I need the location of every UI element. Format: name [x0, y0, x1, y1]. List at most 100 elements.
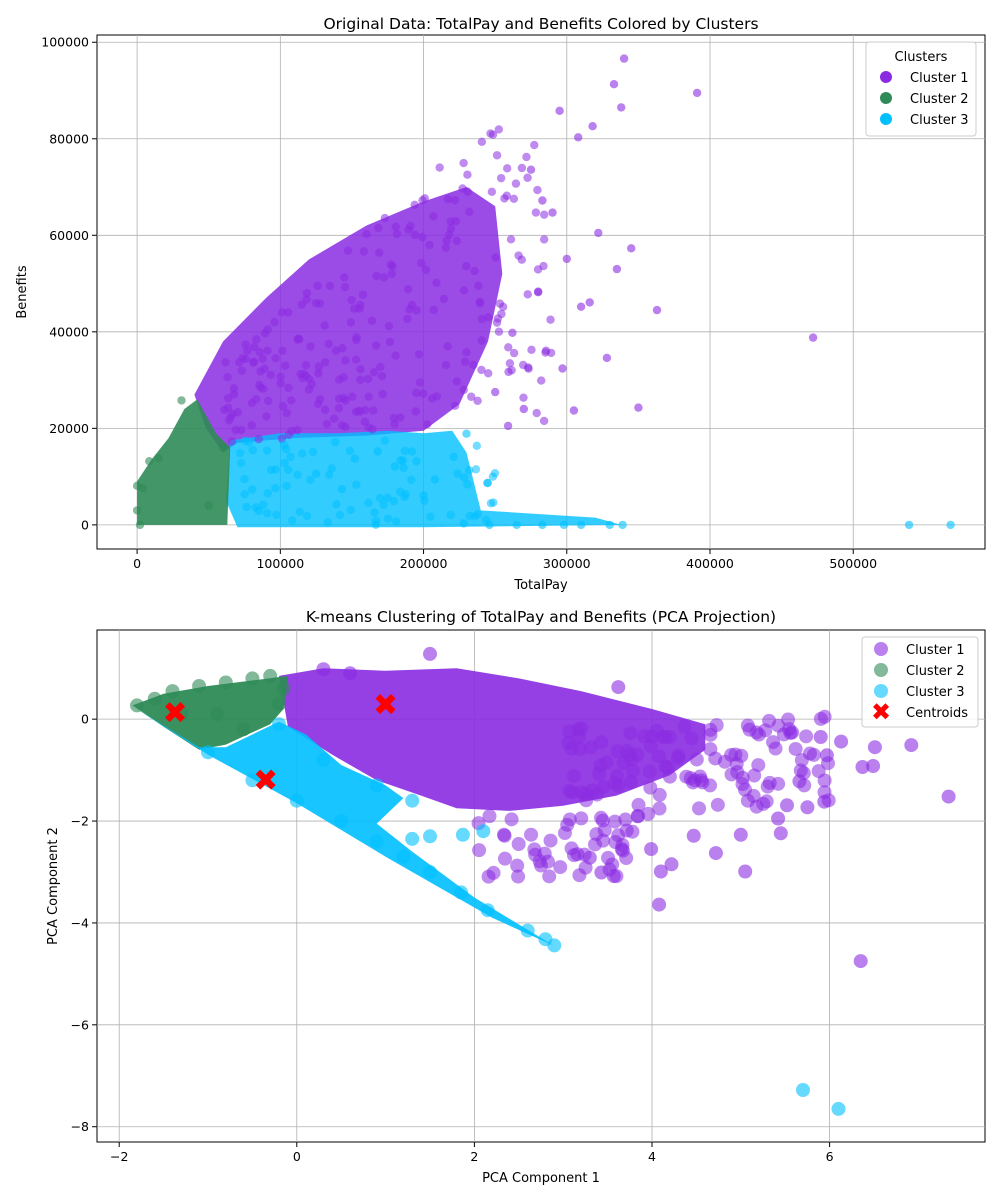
point-cluster-3	[485, 520, 494, 530]
texture-point-cluster-1-pca	[623, 775, 638, 790]
texture-point-cluster-1	[338, 344, 347, 353]
point-cluster-2-pca	[245, 671, 260, 686]
texture-point-cluster-1	[475, 299, 485, 308]
point-cluster-1	[491, 387, 500, 397]
texture-point-cluster-1	[523, 290, 532, 299]
point-cluster-1-pca	[904, 738, 919, 753]
texture-point-cluster-1	[356, 375, 365, 384]
texture-point-cluster-1	[461, 357, 470, 367]
point-cluster-1-pca	[316, 662, 331, 677]
texture-point-cluster-1	[284, 430, 293, 439]
texture-point-cluster-1	[458, 184, 467, 193]
legend-label-cluster-1: Cluster 1	[910, 71, 969, 86]
x-tick-label: 2	[470, 1149, 478, 1164]
texture-point-cluster-3	[280, 440, 289, 450]
scatter-points-1	[132, 54, 955, 530]
point-cluster-1	[617, 103, 626, 112]
point-cluster-1-pca	[773, 826, 788, 841]
point-cluster-1	[548, 208, 557, 217]
point-cluster-1-pca	[644, 842, 659, 857]
y-tick-label: −4	[71, 915, 89, 930]
texture-point-cluster-1	[282, 408, 292, 418]
texture-point-cluster-1	[459, 385, 468, 395]
texture-point-cluster-3	[412, 456, 421, 466]
x-tick-label: 400000	[686, 556, 734, 571]
texture-point-cluster-1	[452, 236, 462, 246]
legend-label-cluster-2-pca: Cluster 2	[906, 664, 965, 679]
texture-point-cluster-1	[346, 318, 356, 327]
texture-point-cluster-1-pca	[703, 742, 718, 757]
texture-point-cluster-1	[450, 195, 460, 205]
point-cluster-3	[383, 493, 392, 502]
point-cluster-1-pca	[819, 748, 834, 763]
texture-point-cluster-1	[477, 314, 486, 324]
texture-point-cluster-1-pca	[685, 775, 700, 790]
texture-point-cluster-1	[509, 194, 519, 204]
texture-point-cluster-1-pca	[572, 742, 587, 757]
texture-point-cluster-1	[477, 137, 487, 146]
texture-point-cluster-1	[469, 360, 478, 370]
texture-point-cluster-3	[370, 508, 379, 517]
point-cluster-1	[558, 364, 567, 373]
texture-point-cluster-3	[286, 452, 295, 462]
texture-point-cluster-3	[295, 507, 304, 517]
texture-point-cluster-3	[293, 470, 302, 480]
texture-point-cluster-1	[522, 152, 531, 162]
texture-point-cluster-1-pca	[579, 793, 594, 808]
point-cluster-3-pca	[369, 834, 384, 849]
texture-point-cluster-1	[278, 346, 287, 355]
point-cluster-3	[373, 447, 382, 456]
legend-title-1: Clusters	[895, 50, 948, 65]
texture-point-cluster-3	[258, 500, 268, 510]
y-tick-label: 0	[81, 517, 89, 532]
chart-title-1: Original Data: TotalPay and Benefits Col…	[323, 15, 758, 33]
texture-point-cluster-1	[247, 421, 256, 430]
texture-point-cluster-1	[255, 347, 264, 357]
texture-point-cluster-3	[335, 510, 345, 520]
point-cluster-2	[138, 484, 147, 493]
texture-point-cluster-3	[399, 463, 408, 473]
texture-point-cluster-3	[332, 500, 341, 509]
texture-point-cluster-1-pca	[510, 858, 525, 873]
point-cluster-1-pca	[866, 759, 881, 773]
texture-point-cluster-1-pca	[623, 726, 638, 741]
texture-point-cluster-1	[351, 355, 361, 364]
texture-point-cluster-1-pca	[601, 850, 616, 865]
point-cluster-1-pca	[686, 828, 701, 843]
texture-point-cluster-1-pca	[472, 843, 487, 858]
texture-point-cluster-1	[487, 187, 497, 197]
texture-point-cluster-1-pca	[566, 769, 581, 784]
point-cluster-1-pca	[570, 847, 585, 862]
texture-point-cluster-1-pca	[611, 779, 626, 794]
texture-point-cluster-3	[280, 458, 289, 468]
axis-ticks-1: 0 100000 200000 300000 400000 500000 0 20000 400…	[41, 35, 877, 571]
texture-point-cluster-1-pca	[610, 744, 625, 759]
texture-point-cluster-1-pca	[703, 727, 718, 742]
point-cluster-2	[218, 443, 228, 452]
texture-point-cluster-1	[241, 354, 250, 364]
texture-point-cluster-1	[363, 374, 373, 384]
y-tick-label: 60000	[49, 228, 89, 243]
texture-point-cluster-1	[423, 420, 432, 429]
texture-point-cluster-1-pca	[560, 817, 575, 832]
texture-point-cluster-1	[527, 345, 536, 355]
texture-point-cluster-1-pca	[642, 764, 657, 779]
scatter-points-2: ✖ ✖ ✖	[130, 646, 956, 1116]
legend-marker-centroids: ✖	[871, 698, 891, 726]
texture-point-cluster-1	[388, 262, 397, 271]
texture-point-cluster-1	[341, 422, 350, 432]
point-cluster-1	[602, 353, 612, 363]
point-cluster-3-pca	[476, 824, 491, 839]
point-cluster-1-pca	[792, 774, 807, 789]
texture-point-cluster-1	[500, 194, 509, 203]
texture-point-cluster-1	[313, 281, 322, 291]
point-cluster-3	[430, 475, 440, 484]
texture-point-cluster-1	[340, 273, 349, 282]
texture-point-cluster-1	[410, 230, 420, 240]
legend-2: Cluster 1 Cluster 2 Cluster 3 ✖ Centroid…	[861, 636, 979, 728]
texture-point-cluster-1-pca	[596, 779, 611, 794]
legend-marker-cluster-2-pca	[874, 663, 888, 677]
texture-point-cluster-1	[536, 376, 546, 385]
texture-point-cluster-3	[463, 480, 472, 489]
texture-point-cluster-3	[235, 448, 245, 458]
